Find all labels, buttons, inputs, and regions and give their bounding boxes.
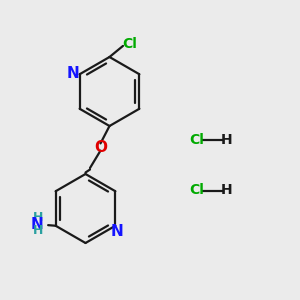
Text: H: H — [221, 184, 232, 197]
Text: O: O — [94, 140, 107, 154]
Text: H: H — [33, 224, 44, 237]
Text: N: N — [31, 217, 44, 232]
Text: Cl: Cl — [189, 133, 204, 146]
Text: N: N — [67, 66, 80, 81]
Text: N: N — [110, 224, 123, 239]
Text: H: H — [221, 133, 232, 146]
Text: H: H — [33, 211, 44, 224]
Text: Cl: Cl — [189, 184, 204, 197]
Text: Cl: Cl — [122, 37, 137, 51]
